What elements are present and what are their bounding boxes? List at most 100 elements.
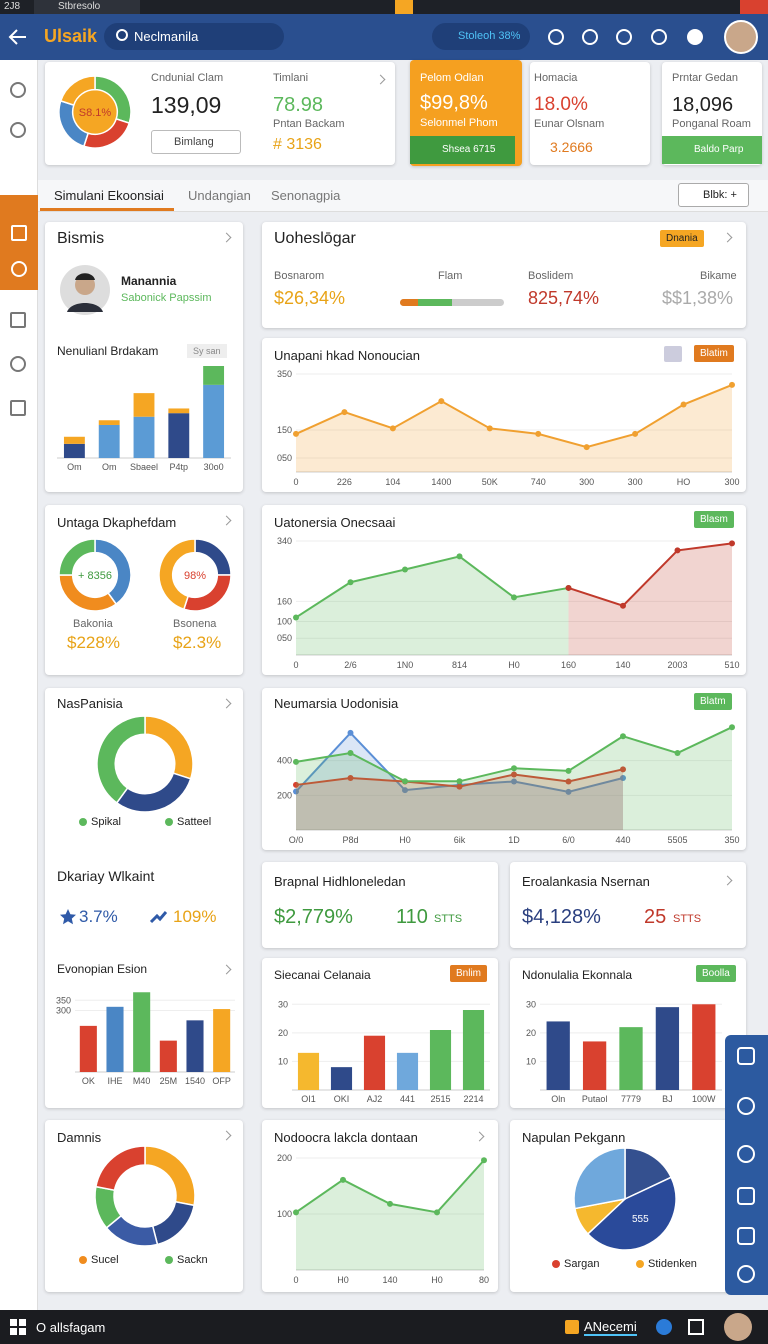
x-tick-label: 1D [508,835,520,845]
metric-card: Brapnal Hidhloneledan $2,779% 110 STTS [262,862,498,948]
window-bar: 2J8 Stbresolo [0,0,768,14]
tab[interactable]: Stbresolo [34,0,140,14]
nav-icon[interactable] [10,356,26,372]
badge[interactable]: Blatim [694,345,734,362]
card-title: Neumarsia Uodonisia [274,696,399,711]
donut-chart [96,715,194,813]
app-icon[interactable] [688,1319,704,1335]
point [438,398,445,405]
grid-button[interactable] [737,1227,755,1245]
area [296,556,569,655]
card-title: Untaga Dkaphefdam [57,515,177,530]
nav-icon[interactable] [10,312,26,328]
x-tick-label: Om [67,462,82,472]
bar [462,1010,485,1090]
app-icon[interactable] [565,1320,579,1334]
y-tick-label: 340 [277,536,292,546]
kpi-donut: S8.1% [58,75,132,149]
send-button[interactable] [737,1187,755,1205]
search-box[interactable]: Neclmanila [104,23,284,50]
badge[interactable]: Dnania [660,230,704,247]
line-chart: 100 200 0 H0 140 H0 80 [277,1153,489,1285]
home-button[interactable] [737,1047,755,1065]
kpi-button[interactable]: Shsea 6715 [410,136,515,164]
metric-card: Eroalankasia Nsernan $4,128% 25 STTS [510,862,746,948]
search-icon-2[interactable] [651,29,667,45]
avatar[interactable] [724,1313,752,1341]
point [620,733,626,740]
slice [96,715,146,804]
pin-icon[interactable] [582,29,598,45]
slice [158,538,196,611]
status-pill[interactable]: Stoleoh 38% [432,23,530,50]
bar-segment [168,408,190,414]
back-button[interactable] [8,28,28,46]
badge[interactable]: Boolla [696,965,736,982]
badge[interactable]: Blasm [694,511,734,528]
collapse-button[interactable] [664,346,682,362]
point [565,778,572,785]
chevron[interactable] [722,232,733,243]
bar [619,1027,643,1090]
people-icon[interactable] [616,29,632,45]
help-button[interactable] [737,1265,755,1283]
chevron[interactable] [221,515,232,526]
badge[interactable]: Bnlim [450,965,488,982]
avatar[interactable] [724,20,758,54]
kpi-button[interactable]: Baldo Parp [662,136,762,164]
slice [58,538,96,576]
chevron[interactable] [221,964,232,975]
taskbar-app[interactable]: ANecemi [584,1319,637,1336]
tab[interactable]: Senonagpia [271,188,341,203]
kpi-title: Timlani [273,72,309,84]
area [296,1160,484,1270]
start-button[interactable] [10,1319,26,1335]
slice [59,75,96,107]
metric-unit: STTS [673,913,702,925]
chat-icon[interactable] [687,29,703,45]
kpi-button[interactable]: Bimlang [151,130,241,154]
area [296,384,732,472]
card-title: Nodoocra lakcla dontaan [274,1130,418,1145]
chevron[interactable] [221,232,232,243]
chevron[interactable] [221,1130,232,1141]
nav-icon[interactable] [10,82,26,98]
badge[interactable]: Blatm [694,693,732,710]
y-tick-label: 150 [277,425,292,435]
x-tick-label: H0 [508,660,520,670]
nav-icon[interactable] [10,400,26,416]
x-tick-label: 440 [615,835,630,845]
point [620,602,626,609]
x-tick-label: 1400 [431,477,451,487]
tab[interactable]: Undangian [188,188,251,203]
chevron[interactable] [474,1131,485,1142]
chevron[interactable] [375,74,386,85]
tab-button[interactable]: Blbk: + [678,183,749,207]
x-tick-label: H0 [431,1275,443,1285]
floating-toolbar [725,1035,768,1295]
card-title: Damnis [57,1130,102,1145]
app-icon[interactable] [656,1319,672,1335]
x-tick-label: 0 [293,1275,298,1285]
legend-dot [552,1260,560,1269]
nav-icon[interactable] [10,122,26,138]
chip[interactable]: Sy san [187,344,227,358]
taskbar-search[interactable]: O allsfagam [36,1320,106,1335]
emoji-button[interactable] [737,1145,755,1163]
point [293,614,299,621]
chart-title: Evonopian Esion [57,962,148,976]
nav-active[interactable] [0,195,38,290]
chevron[interactable] [722,875,733,886]
legend-item: Sargan [552,1258,599,1270]
point [456,783,463,790]
stat-value: 825,74% [528,288,600,308]
user-icon[interactable] [548,29,564,45]
bar-segment [168,413,190,458]
close-button[interactable] [740,0,768,14]
y-tick-label: 20 [526,1028,536,1038]
card-title: Uatonersia Onecsaai [274,515,396,530]
chart-card: Ndonulalia Ekonnala Boolla 10 20 30 Oln Puta… [510,958,746,1108]
chevron[interactable] [221,698,232,709]
tab[interactable]: Simulani Ekoonsiai [54,188,164,203]
user-button[interactable] [737,1097,755,1115]
